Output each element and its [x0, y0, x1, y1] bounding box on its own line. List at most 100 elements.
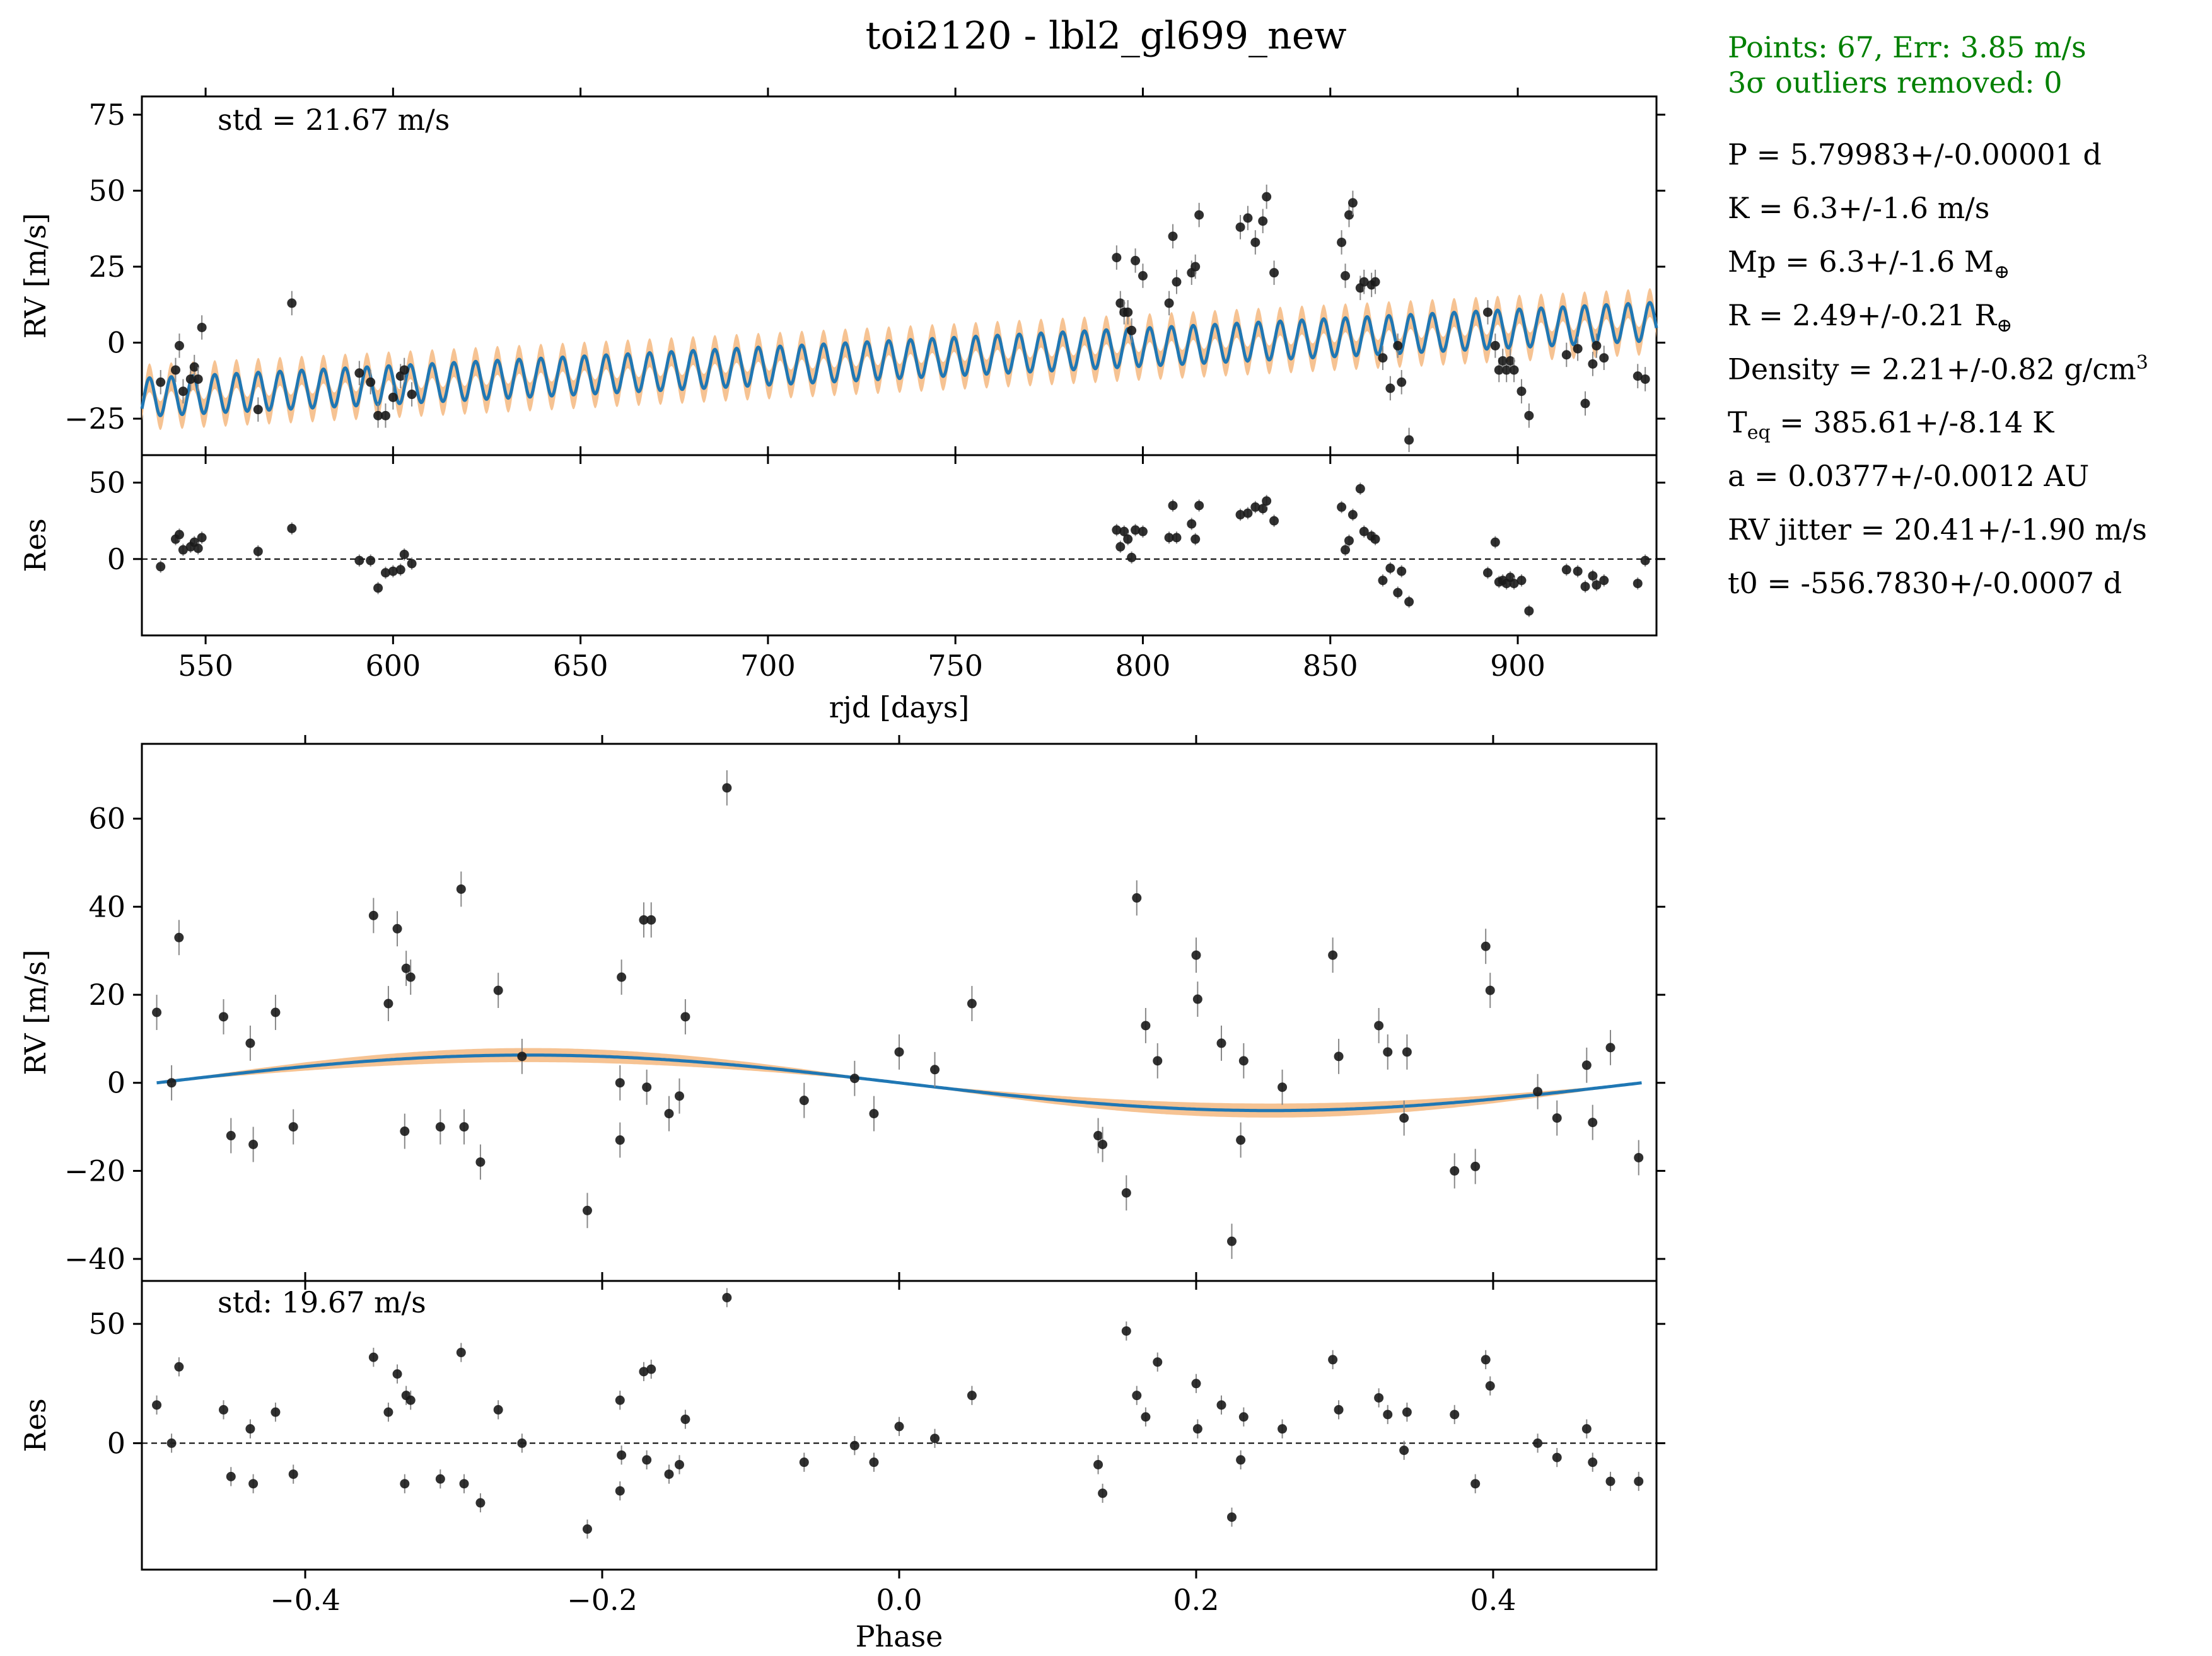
data-point — [185, 374, 195, 384]
data-point — [392, 924, 402, 934]
data-point — [1470, 1479, 1481, 1489]
planet-radius-value: R = 2.49+/-0.21 R⊕ — [1728, 298, 2013, 337]
data-point — [1573, 344, 1583, 354]
data-point — [178, 545, 188, 555]
data-point — [1581, 1424, 1592, 1434]
data-point — [395, 565, 405, 575]
data-point — [1141, 1412, 1151, 1422]
data-point — [197, 322, 207, 332]
data-point — [1402, 1407, 1412, 1417]
data-point — [380, 568, 390, 578]
rv-jitter-value: RV jitter = 20.41+/-1.90 m/s — [1728, 512, 2147, 547]
data-point — [642, 1455, 652, 1465]
data-point — [1131, 525, 1141, 535]
data-point — [722, 783, 732, 793]
x-tick-label: 0.0 — [876, 1583, 922, 1617]
data-point — [894, 1421, 904, 1432]
data-point — [1450, 1166, 1460, 1176]
data-point — [373, 583, 383, 593]
data-point — [967, 1391, 977, 1401]
data-point — [435, 1474, 445, 1484]
data-point — [407, 390, 417, 400]
data-point — [1355, 483, 1365, 494]
y-tick-label: 0 — [107, 1426, 125, 1460]
data-point — [383, 1407, 393, 1417]
data-point — [642, 1082, 652, 1092]
data-point — [1524, 606, 1534, 616]
data-point — [1278, 1424, 1288, 1434]
data-point — [1378, 353, 1388, 363]
data-point — [615, 1486, 625, 1496]
data-point — [156, 377, 166, 387]
phase-residuals-panel: 0 50 −0.4 −0.2 0.0 0.2 0.4 Phase std: 19.67 m/s R… — [18, 1272, 1665, 1653]
data-point — [639, 1367, 649, 1377]
data-point — [493, 985, 503, 995]
y-tick-label: 50 — [88, 173, 125, 207]
data-point — [1588, 1457, 1598, 1468]
x-tick-label: 900 — [1490, 649, 1545, 683]
data-point — [1450, 1410, 1460, 1420]
data-point — [1592, 580, 1602, 590]
y-tick-label: 0 — [107, 542, 125, 576]
data-point — [1121, 1188, 1131, 1198]
data-point — [664, 1469, 674, 1479]
data-point — [399, 365, 409, 375]
x-tick-label: 650 — [553, 649, 608, 683]
data-point — [1490, 340, 1500, 350]
y-tick-label: 25 — [88, 250, 125, 284]
equilibrium-temperature-value: Teq = 385.61+/-8.14 K — [1728, 405, 2054, 444]
data-point — [799, 1096, 809, 1106]
data-point — [1269, 516, 1279, 526]
data-point — [617, 972, 627, 982]
data-point — [1494, 365, 1504, 375]
data-point — [894, 1047, 904, 1057]
x-tick-label: 750 — [928, 649, 983, 683]
data-point — [1399, 1445, 1409, 1456]
data-point — [646, 1364, 656, 1374]
data-point — [1481, 941, 1491, 951]
data-point — [1385, 563, 1395, 573]
data-point — [849, 1440, 859, 1450]
data-point — [1580, 581, 1590, 591]
y-axis-label: Res — [18, 518, 52, 572]
data-point — [1115, 541, 1126, 552]
data-point — [1141, 1021, 1151, 1031]
data-point — [1236, 1455, 1246, 1465]
data-point — [1485, 985, 1495, 995]
data-point — [1552, 1452, 1562, 1462]
data-point — [1164, 533, 1174, 543]
y-tick-label: 75 — [88, 98, 125, 132]
data-point — [967, 999, 977, 1009]
data-point — [582, 1524, 592, 1534]
data-point — [1119, 526, 1129, 536]
data-point — [1640, 374, 1650, 384]
data-point — [1190, 534, 1201, 544]
data-point — [1258, 504, 1268, 514]
data-point — [380, 410, 390, 420]
data-point — [1634, 1152, 1644, 1162]
data-point — [407, 559, 417, 569]
data-point — [1359, 526, 1369, 536]
data-point — [178, 386, 188, 397]
data-point — [475, 1498, 486, 1508]
data-point — [1194, 210, 1204, 220]
data-point — [1172, 277, 1182, 287]
data-point — [1337, 237, 1347, 247]
data-point — [1509, 579, 1519, 589]
data-point — [1098, 1140, 1108, 1150]
data-point — [930, 1065, 940, 1075]
data-point — [1402, 1047, 1412, 1057]
data-point — [722, 1292, 732, 1302]
data-point — [392, 1369, 402, 1379]
density-value: Density = 2.21+/-0.82 g/cm3 — [1728, 352, 2148, 386]
data-point — [1393, 340, 1403, 350]
data-point — [1599, 353, 1609, 363]
data-point — [174, 530, 184, 540]
data-point — [174, 340, 184, 350]
std-annotation: std = 21.67 m/s — [218, 103, 450, 137]
data-point — [1385, 383, 1395, 393]
data-point — [799, 1457, 809, 1468]
data-point — [475, 1157, 486, 1167]
data-point — [639, 915, 649, 925]
